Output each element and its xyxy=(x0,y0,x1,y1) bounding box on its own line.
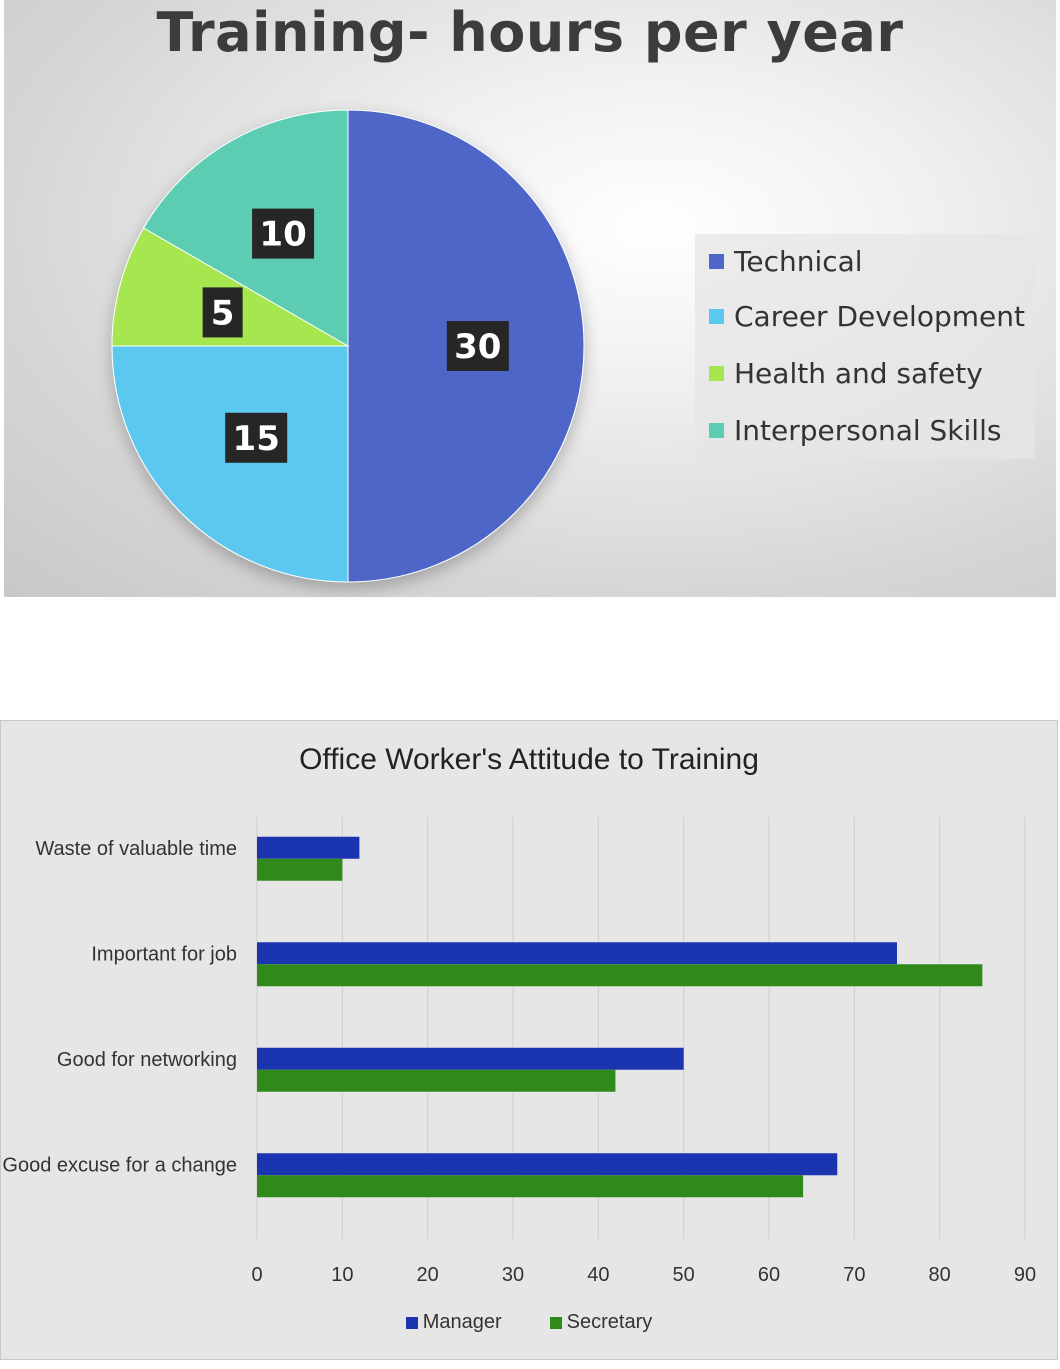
legend-item-secretary: Secretary xyxy=(549,1311,653,1334)
bar-secretary xyxy=(257,964,983,987)
legend-swatch xyxy=(709,365,724,381)
legend-swatch xyxy=(709,253,724,269)
x-tick-label: 60 xyxy=(758,1264,780,1286)
legend-swatch xyxy=(549,1316,562,1329)
legend-item-interpersonal-skills: Interpersonal Skills xyxy=(709,412,1001,448)
pie-data-label: 5 xyxy=(211,293,235,333)
pie-data-label-box xyxy=(252,208,315,259)
pie-data-label-box xyxy=(202,287,243,338)
legend-swatch xyxy=(709,308,724,324)
x-tick-label: 20 xyxy=(417,1264,439,1286)
legend-swatch xyxy=(709,422,724,438)
x-tick-label: 0 xyxy=(251,1264,262,1286)
pie-data-label-box xyxy=(225,412,288,463)
pie-chart-title: Training- hours per year xyxy=(156,1,904,64)
legend-label: Technical xyxy=(734,244,863,278)
legend-item-career-development: Career Development xyxy=(709,298,1025,334)
pie-data-label: 15 xyxy=(233,419,280,459)
bar-legend: Manager Secretary xyxy=(1,1311,1057,1334)
x-tick-label: 80 xyxy=(929,1264,951,1286)
legend-swatch xyxy=(405,1316,418,1329)
bar-manager xyxy=(257,942,897,965)
x-tick-label: 40 xyxy=(587,1264,609,1286)
pie-slice-health-and-safety xyxy=(111,227,350,347)
legend-label: Secretary xyxy=(566,1311,653,1333)
y-category-label: Important for job xyxy=(91,943,237,965)
legend-item-health-and-safety: Health and safety xyxy=(709,355,983,391)
bar-manager xyxy=(257,1153,838,1176)
x-tick-label: 10 xyxy=(331,1264,353,1286)
bar-chart-title: Office Worker's Attitude to Training xyxy=(299,743,759,776)
pie-slice-career-development xyxy=(111,345,349,583)
x-tick-label: 30 xyxy=(502,1264,524,1286)
legend-label: Health and safety xyxy=(734,356,983,390)
legend-label: Manager xyxy=(422,1311,502,1333)
pie-data-label: 30 xyxy=(454,327,501,367)
pie-slice-interpersonal-skills xyxy=(142,109,349,347)
bar-manager xyxy=(257,836,360,859)
bar-secretary xyxy=(257,1069,616,1092)
x-tick-label: 90 xyxy=(1014,1264,1036,1286)
bar-manager xyxy=(257,1047,684,1070)
bar-chart-panel: Office Worker's Attitude to Training Was… xyxy=(0,720,1058,1360)
pie-chart-panel: Training- hours per year 30 15 5 10 Technic… xyxy=(4,0,1056,597)
y-category-label: Waste of valuable time xyxy=(35,838,237,860)
pie-data-label-box xyxy=(446,321,509,371)
x-tick-label: 50 xyxy=(673,1264,695,1286)
y-category-label: Good excuse for a change xyxy=(2,1154,237,1176)
y-category-label: Good for networking xyxy=(57,1049,237,1071)
legend-item-manager: Manager xyxy=(405,1311,502,1334)
bar-secretary xyxy=(257,858,343,881)
bar-chart-svg: Waste of valuable time Important for job G… xyxy=(2,817,1036,1286)
pie-legend: Technical Career Development Health and … xyxy=(695,234,1035,459)
pie-chart-svg: 30 15 5 10 xyxy=(111,109,585,583)
pie-data-label: 10 xyxy=(259,215,306,255)
legend-label: Career Development xyxy=(734,299,1025,333)
bar-secretary xyxy=(257,1175,804,1198)
legend-item-technical: Technical xyxy=(709,243,863,279)
legend-label: Interpersonal Skills xyxy=(734,413,1002,447)
x-tick-label: 70 xyxy=(843,1264,865,1286)
